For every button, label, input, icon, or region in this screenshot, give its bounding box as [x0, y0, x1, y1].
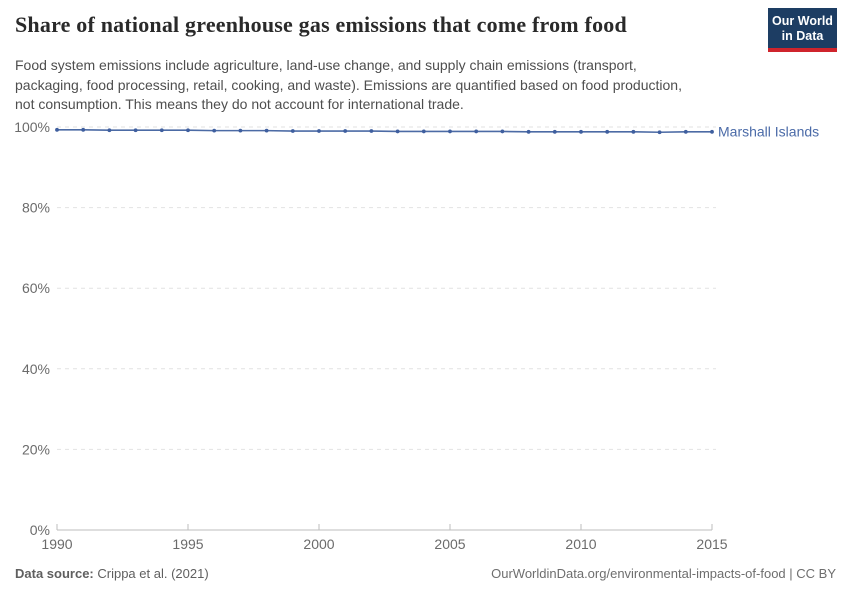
data-point[interactable] — [290, 129, 295, 133]
data-point[interactable] — [395, 129, 400, 134]
data-point[interactable] — [186, 128, 190, 133]
data-point[interactable] — [500, 129, 505, 134]
y-axis-tick-label: 100% — [14, 119, 50, 135]
data-point[interactable] — [552, 129, 557, 134]
x-axis-tick-label: 2015 — [696, 536, 727, 552]
data-point[interactable] — [343, 129, 348, 133]
data-source: Data source: Crippa et al. (2021) — [15, 566, 209, 581]
data-point[interactable] — [107, 128, 112, 133]
chart-subtitle: Food system emissions include agricultur… — [15, 56, 741, 115]
data-point[interactable] — [605, 129, 610, 134]
data-point[interactable] — [579, 129, 583, 134]
data-point[interactable] — [421, 129, 426, 134]
x-axis-tick-label: 2005 — [434, 536, 465, 552]
y-axis-tick-label: 20% — [22, 441, 50, 457]
subtitle-line: packaging, food processing, retail, cook… — [15, 76, 682, 93]
subtitle-line: Food system emissions include agricultur… — [15, 57, 637, 73]
data-source-value: Crippa et al. (2021) — [93, 566, 209, 581]
data-point[interactable] — [159, 128, 164, 133]
data-point[interactable] — [683, 129, 688, 134]
data-point[interactable] — [81, 127, 86, 132]
data-point[interactable] — [133, 128, 138, 133]
data-point[interactable] — [55, 127, 59, 132]
subtitle-line: not consumption. This means they do not … — [15, 96, 464, 112]
y-axis-tick-label: 80% — [22, 200, 50, 216]
data-point[interactable] — [710, 129, 714, 134]
data-point[interactable] — [212, 128, 217, 133]
owid-logo-line1: Our World — [772, 14, 833, 28]
x-axis-tick-label: 1990 — [41, 536, 72, 552]
data-point[interactable] — [474, 129, 479, 134]
chart-canvas[interactable]: 0% 20% 40% 60% 80% 100% 1990 1995 2000 2005 2010 20… — [0, 110, 850, 565]
credit-link[interactable]: OurWorldinData.org/environmental-impacts… — [491, 566, 836, 581]
page-title: Share of national greenhouse gas emissio… — [15, 12, 627, 37]
data-source-label: Data source: — [15, 566, 94, 581]
series-end-label[interactable]: Marshall Islands — [718, 123, 819, 139]
owid-logo[interactable]: Our World in Data — [768, 8, 837, 52]
data-point[interactable] — [631, 129, 636, 134]
x-axis-tick-label: 2000 — [303, 536, 334, 552]
data-point[interactable] — [657, 130, 662, 135]
x-axis-tick-label: 1995 — [172, 536, 203, 552]
data-point[interactable] — [369, 129, 374, 133]
data-point[interactable] — [526, 129, 531, 134]
y-axis-tick-label: 40% — [22, 361, 50, 377]
data-point[interactable] — [238, 128, 243, 133]
line-chart: 0% 20% 40% 60% 80% 100% 1990 1995 2000 2005 2010 20… — [0, 110, 850, 565]
data-point[interactable] — [317, 129, 321, 133]
y-axis-tick-label: 60% — [22, 280, 50, 296]
owid-logo-line2: in Data — [781, 29, 824, 43]
data-point[interactable] — [264, 128, 269, 133]
y-axis-tick-label: 0% — [30, 522, 50, 538]
series-line[interactable] — [57, 129, 712, 134]
data-point[interactable] — [448, 129, 452, 134]
x-axis-tick-label: 2010 — [565, 536, 596, 552]
